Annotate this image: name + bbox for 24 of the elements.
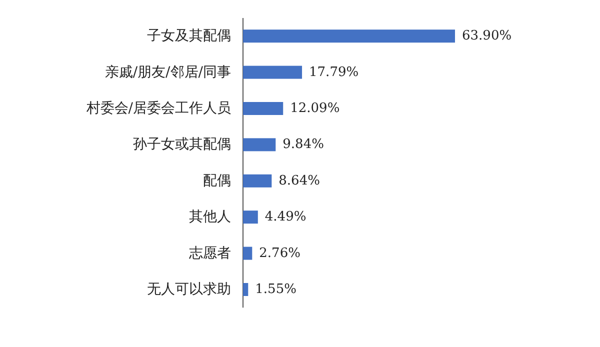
y-tick-label: 村委会/居委会工作人员: [85, 100, 231, 116]
y-tick-label: 配偶: [203, 172, 231, 189]
bar: [243, 174, 272, 188]
bar: [243, 30, 455, 43]
bar: [243, 138, 276, 152]
bar: [243, 210, 258, 224]
data-label: 8.64%: [278, 173, 320, 188]
y-tick-label: 亲戚/朋友/邻居/同事: [104, 64, 231, 80]
data-label: 63.90%: [462, 28, 512, 44]
data-label: 17.79%: [309, 64, 359, 80]
y-tick-label: 志愿者: [189, 245, 231, 262]
bar: [243, 102, 284, 115]
y-tick-label: 其他人: [189, 209, 231, 226]
bar: [243, 66, 302, 79]
data-label: 1.55%: [255, 282, 296, 297]
data-label: 4.49%: [264, 210, 306, 225]
y-tick-label: 子女及其配偶: [147, 28, 231, 44]
y-tick-label: 孙子女或其配偶: [133, 136, 231, 153]
bar: [243, 246, 252, 260]
bar: [243, 283, 248, 296]
data-label: 2.76%: [259, 246, 300, 261]
data-label: 12.09%: [290, 101, 340, 116]
y-tick-label: 无人可以求助: [147, 282, 231, 298]
data-label: 9.84%: [282, 137, 324, 152]
